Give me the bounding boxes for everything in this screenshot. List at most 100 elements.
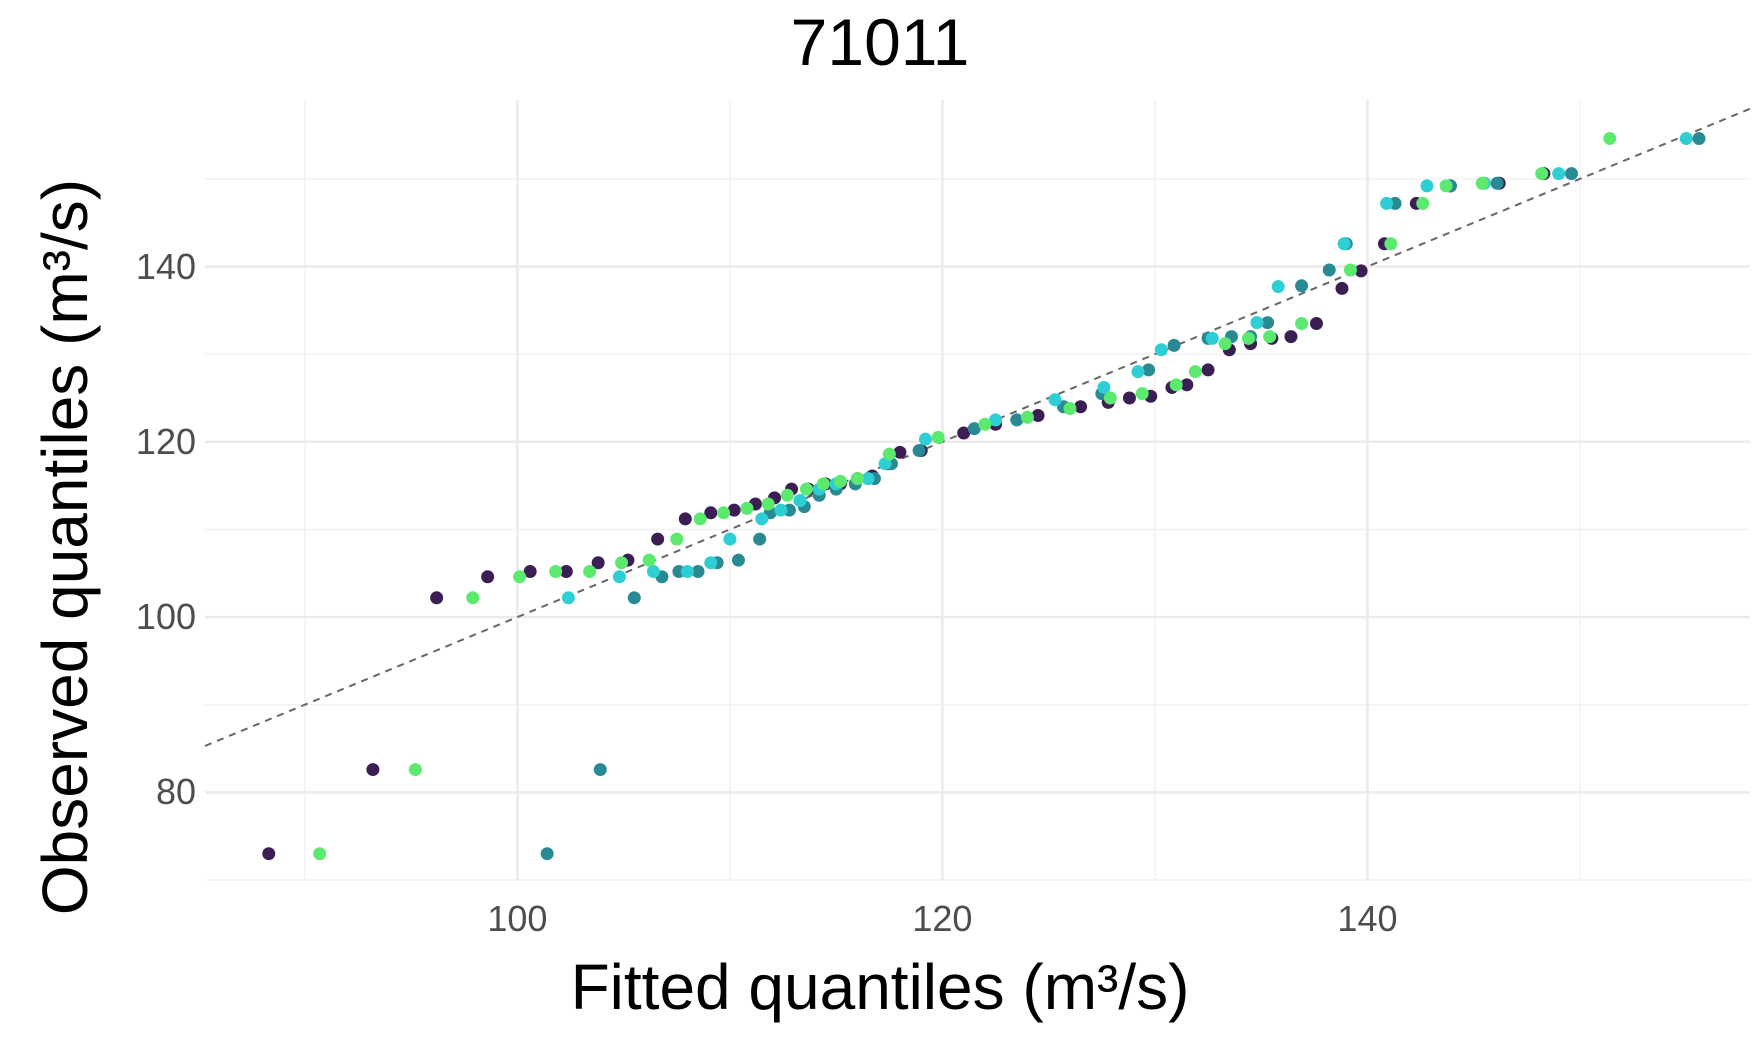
data-point xyxy=(793,494,807,508)
data-point xyxy=(561,591,575,605)
data-point xyxy=(1335,281,1349,295)
data-point xyxy=(727,503,741,517)
data-point xyxy=(646,565,660,579)
data-point xyxy=(799,482,813,496)
data-point xyxy=(1384,237,1398,251)
data-point xyxy=(1309,316,1323,330)
data-point xyxy=(989,413,1003,427)
data-point xyxy=(1205,331,1219,345)
data-point xyxy=(1048,393,1062,407)
chart-title: 71011 xyxy=(790,5,970,79)
data-point xyxy=(612,570,626,584)
data-point xyxy=(1103,391,1117,405)
data-point xyxy=(1010,413,1024,427)
data-point xyxy=(559,565,573,579)
data-point xyxy=(1031,409,1045,423)
data-point xyxy=(1420,179,1434,193)
data-point xyxy=(755,512,769,526)
data-point xyxy=(1679,132,1693,146)
data-point xyxy=(651,532,665,546)
y-axis-label: Observed quantiles (m³/s) xyxy=(29,97,101,997)
data-point xyxy=(1380,196,1394,210)
data-point xyxy=(1154,343,1168,357)
data-point xyxy=(1295,279,1309,293)
data-point xyxy=(1552,167,1566,181)
y-tick-label: 120 xyxy=(135,420,196,462)
data-point xyxy=(540,847,554,861)
data-point xyxy=(1135,387,1149,401)
data-point xyxy=(627,591,641,605)
data-point xyxy=(549,565,563,579)
data-point xyxy=(691,565,705,579)
major-gridlines xyxy=(205,100,1750,880)
data-point xyxy=(1354,264,1368,278)
data-point xyxy=(591,556,605,570)
data-point xyxy=(1535,167,1549,181)
data-point xyxy=(861,472,875,486)
data-point xyxy=(1343,263,1357,277)
data-point xyxy=(1241,331,1255,345)
data-point xyxy=(1180,378,1194,392)
data-point xyxy=(1337,237,1351,251)
data-point xyxy=(1295,316,1309,330)
data-point xyxy=(693,512,707,526)
data-points xyxy=(262,132,1706,861)
data-point xyxy=(1261,316,1275,330)
data-point xyxy=(1263,330,1277,344)
data-point xyxy=(481,570,495,584)
data-point xyxy=(366,763,380,777)
data-point xyxy=(1167,338,1181,352)
data-point xyxy=(978,417,992,431)
data-point xyxy=(262,847,276,861)
data-point xyxy=(774,503,788,517)
data-point xyxy=(466,591,480,605)
data-point xyxy=(1250,316,1264,330)
x-axis-label: Fitted quantiles (m³/s) xyxy=(0,950,1760,1024)
data-point xyxy=(1188,365,1202,379)
data-point xyxy=(731,553,745,567)
data-point xyxy=(430,591,444,605)
y-tick-label: 80 xyxy=(155,771,196,813)
data-point xyxy=(1218,337,1232,351)
data-point xyxy=(967,422,981,436)
data-point xyxy=(678,512,692,526)
data-point xyxy=(408,763,422,777)
data-point xyxy=(523,565,537,579)
data-point xyxy=(833,474,847,488)
data-point xyxy=(583,565,597,579)
data-point xyxy=(670,532,684,546)
data-point xyxy=(1692,132,1706,146)
data-point xyxy=(780,488,794,502)
x-tick-label: 100 xyxy=(487,898,548,939)
data-point xyxy=(1142,363,1156,377)
data-point xyxy=(615,556,629,570)
data-point xyxy=(1131,365,1145,379)
data-point xyxy=(1074,400,1088,414)
data-point xyxy=(680,565,694,579)
data-point xyxy=(931,430,945,444)
data-point xyxy=(717,506,731,520)
data-point xyxy=(1271,280,1285,294)
data-point xyxy=(1490,176,1504,190)
data-point xyxy=(1097,380,1111,394)
y-tick-label: 100 xyxy=(135,596,196,638)
x-tick-label: 140 xyxy=(1337,898,1398,939)
data-point xyxy=(704,506,718,520)
data-point xyxy=(918,432,932,446)
data-point xyxy=(313,847,327,861)
data-point xyxy=(1603,132,1617,146)
y-tick-label: 140 xyxy=(135,245,196,287)
data-point xyxy=(1169,378,1183,392)
y-axis-label-text: Observed quantiles (m³/s) xyxy=(29,178,101,916)
data-point xyxy=(850,472,864,486)
data-point xyxy=(513,570,527,584)
data-point xyxy=(593,763,607,777)
data-point xyxy=(740,501,754,515)
data-point xyxy=(753,532,767,546)
data-point xyxy=(1564,167,1578,181)
data-point xyxy=(912,444,926,458)
data-point xyxy=(1063,401,1077,415)
data-point xyxy=(882,447,896,461)
x-axis-label-text: Fitted quantiles (m³/s) xyxy=(570,951,1190,1023)
